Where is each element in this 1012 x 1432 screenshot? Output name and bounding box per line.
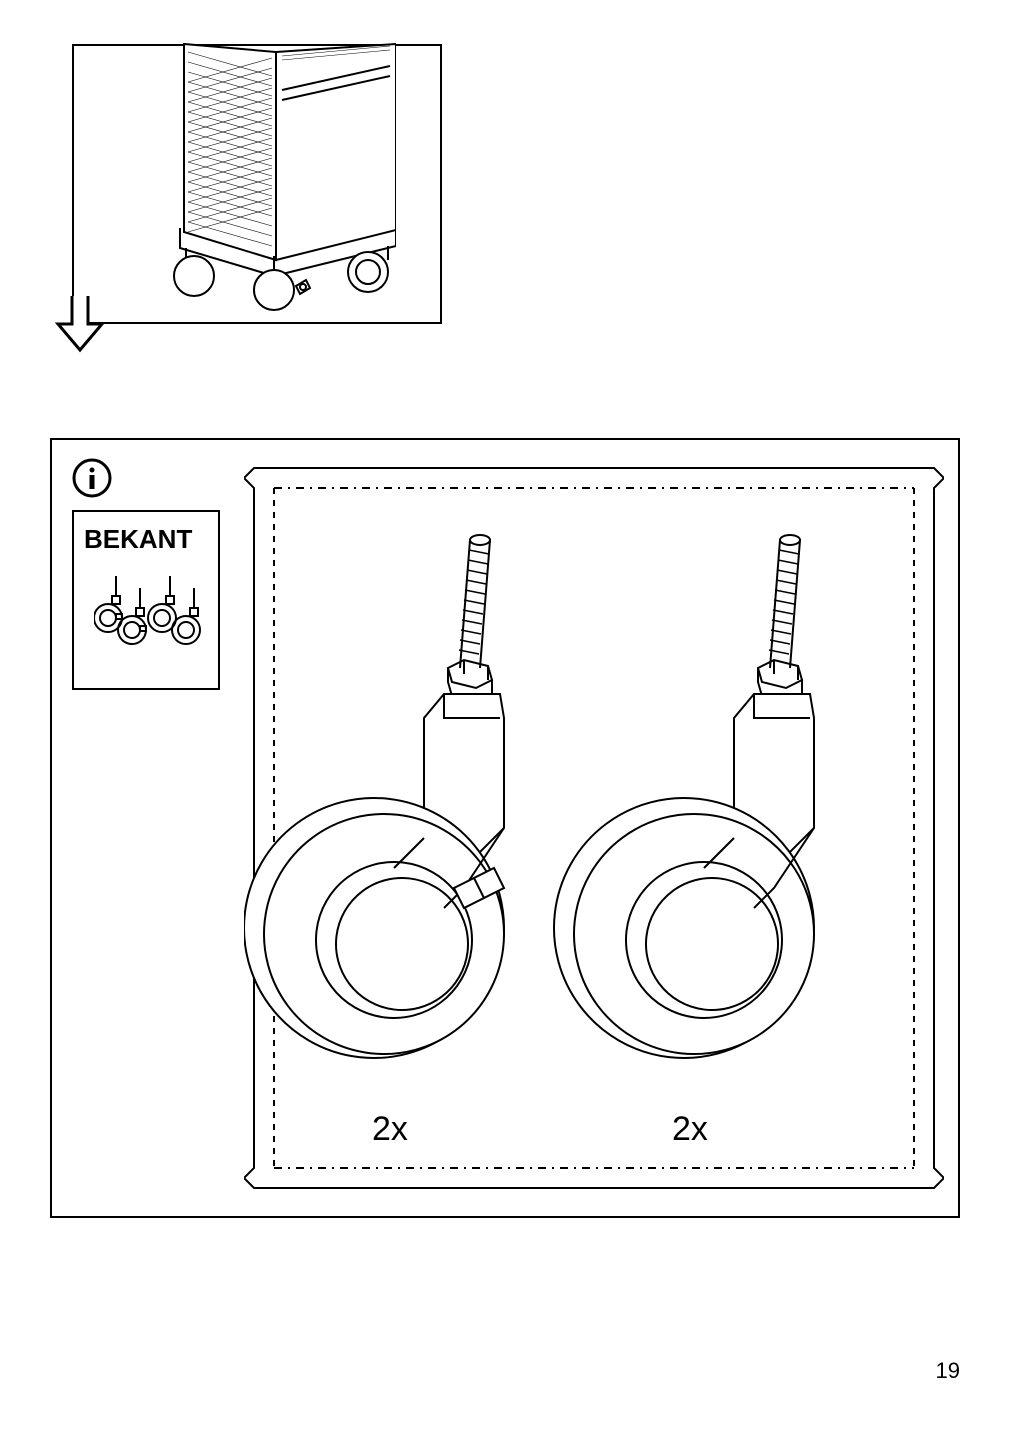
- product-name-label: BEKANT: [84, 524, 192, 555]
- cabinet-illustration: [124, 42, 396, 312]
- nonlocking-caster-qty: 2x: [672, 1110, 708, 1149]
- product-info-box: BEKANT: [72, 510, 220, 690]
- parts-panel: BEKANT: [50, 438, 960, 1218]
- package-illustration: [244, 458, 944, 1198]
- locking-caster-qty: 2x: [372, 1110, 408, 1149]
- down-arrow-icon: [50, 296, 110, 356]
- small-casters-icon: [94, 568, 204, 668]
- overview-panel: [72, 44, 442, 324]
- info-icon: [72, 458, 112, 498]
- page-number: 19: [936, 1358, 960, 1384]
